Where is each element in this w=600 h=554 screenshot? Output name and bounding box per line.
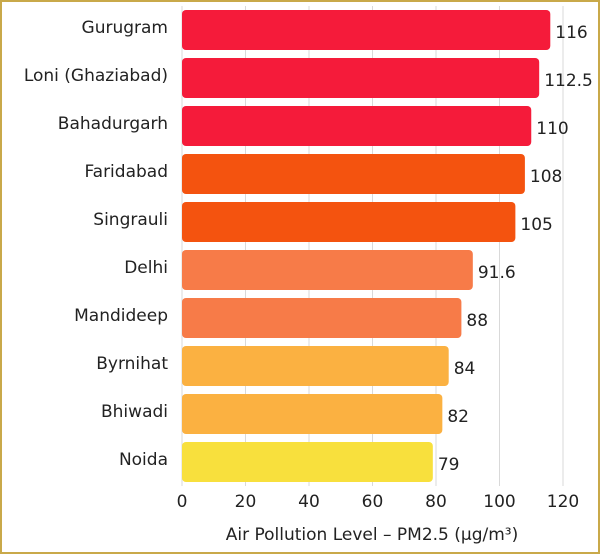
y-tick-label: Bahadurgarh [58,114,168,134]
bar [182,346,449,386]
bar [182,10,551,50]
y-tick-label: Gurugram [82,18,168,38]
x-tick-label: 80 [425,492,447,512]
y-tick-label: Noida [119,450,168,470]
bar [182,442,433,482]
x-tick-label: 120 [547,492,579,512]
value-label: 82 [447,407,469,427]
x-tick-label: 40 [298,492,320,512]
bar [182,298,462,338]
bar [182,202,516,242]
x-tick-label: 20 [235,492,257,512]
x-axis-label: Air Pollution Level – PM2.5 (µg/m³) [226,525,519,545]
bar [182,106,532,146]
y-tick-label: Byrnihat [96,354,168,374]
bar [182,394,443,434]
value-label: 108 [530,167,562,187]
value-label: 105 [520,215,552,235]
y-tick-label: Singrauli [93,210,168,230]
value-label: 116 [555,23,587,43]
value-label: 91.6 [478,263,516,283]
x-tick-label: 0 [177,492,188,512]
x-tick-label: 100 [483,492,515,512]
value-label: 88 [466,311,488,331]
y-tick-label: Loni (Ghaziabad) [24,66,168,86]
value-label: 112.5 [544,71,593,91]
value-label: 110 [536,119,568,139]
bar [182,58,540,98]
x-tick-label: 60 [362,492,384,512]
bar [182,250,473,290]
value-label: 84 [454,359,476,379]
y-tick-label: Bhiwadi [101,402,168,422]
y-tick-label: Mandideep [74,306,168,326]
y-tick-label: Faridabad [84,162,168,182]
value-label: 79 [438,455,460,475]
bar [182,154,525,194]
y-tick-label: Delhi [124,258,168,278]
